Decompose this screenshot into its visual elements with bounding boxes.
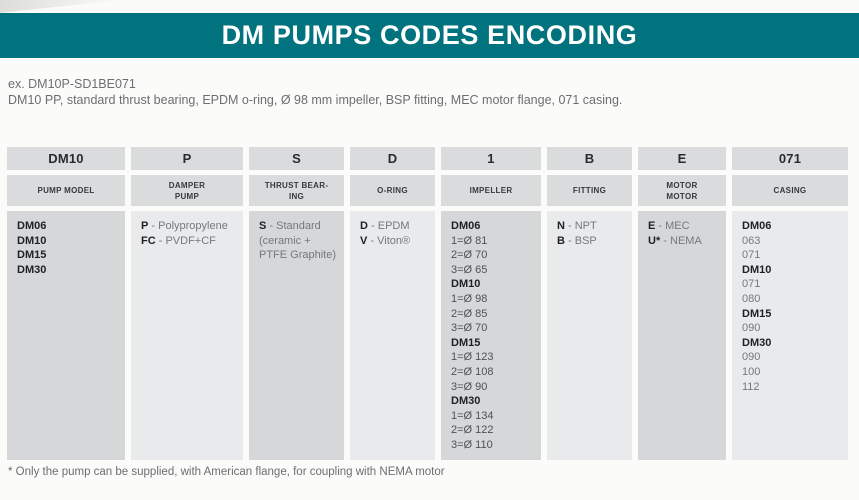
footnote: * Only the pump can be supplied, with Am… [8, 466, 445, 478]
column-name-line: IMPELLER [469, 186, 513, 195]
content-line: DM15 [17, 249, 47, 262]
column-name-line: ING [288, 191, 305, 201]
column-code-3: S [249, 147, 344, 170]
content-line: V - Viton® [360, 234, 411, 247]
content-line: 090 [742, 351, 761, 364]
content-line: B - BSP [557, 234, 597, 247]
content-line: DM30 [17, 263, 47, 276]
content-line: 1=Ø 134 [451, 409, 494, 422]
content-line: DM10 [17, 234, 47, 247]
content-line: PTFE Graphite) [259, 249, 337, 262]
column-content-2: P - Polypropylene FC - PVDF+CF [131, 211, 243, 460]
column-code-5: 1 [441, 147, 541, 170]
content-line: 3=Ø 70 [451, 322, 488, 335]
codes-table: DM10 P S D 1 B E 071 PUMP MODEL DAMPER PUMP THRUST … [7, 147, 848, 460]
content-line: DM06 [451, 220, 481, 232]
content-line: U* - NEMA [648, 234, 702, 247]
column-name-3: THRUST BEAR- ING [249, 175, 344, 206]
content-line: FC - PVDF+CF [141, 234, 216, 247]
column-name-line: MOTOR [666, 191, 698, 201]
column-content-3: S - Standard (ceramic + PTFE Graphite) [249, 211, 344, 460]
column-name-line: MOTOR [666, 180, 698, 190]
content-line: 071 [742, 249, 761, 262]
content-line: DM15 [742, 307, 772, 320]
content-line: 100 [742, 365, 761, 378]
content-line: 3=Ø 65 [451, 263, 488, 276]
column-name-4: O-RING [350, 175, 435, 206]
content-line: S - Standard [259, 220, 321, 232]
content-line: (ceramic + [259, 234, 311, 247]
content-line: 2=Ø 108 [451, 365, 494, 378]
column-name-5: IMPELLER [441, 175, 541, 206]
column-content-5: DM06 1=Ø 81 2=Ø 70 3=Ø 65 DM10 1=Ø 98 2=Ø 85 3=… [441, 211, 541, 460]
content-line: DM30 [742, 336, 772, 349]
content-line: N - NPT [557, 220, 597, 232]
column-name-line: PUMP MODEL [37, 186, 95, 195]
column-name-1: PUMP MODEL [7, 175, 125, 206]
content-line: 112 [742, 380, 760, 393]
column-name-line: DAMPER [168, 180, 206, 190]
column-name-2: DAMPER PUMP [131, 175, 243, 206]
content-line: 2=Ø 85 [451, 307, 488, 320]
column-code-8: 071 [732, 147, 848, 170]
column-content-1: DM06 DM10 DM15 DM30 [7, 211, 125, 460]
column-name-line: PUMP [174, 191, 200, 201]
content-line: D - EPDM [360, 220, 410, 232]
content-line: DM06 [742, 220, 772, 232]
content-line: 3=Ø 90 [451, 380, 488, 393]
column-code-1: DM10 [7, 147, 125, 170]
content-line: 080 [742, 292, 761, 305]
column-content-6: N - NPT B - BSP [547, 211, 632, 460]
content-line: 1=Ø 81 [451, 234, 488, 247]
example-code-line: ex. DM10P-SD1BE071 [8, 77, 136, 91]
column-name-6: FITTING [547, 175, 632, 206]
content-line: DM06 [17, 220, 47, 232]
content-line: DM10 [451, 278, 481, 291]
column-code-4: D [350, 147, 435, 170]
column-name-7: MOTOR MOTOR [638, 175, 726, 206]
content-line: 063 [742, 234, 761, 247]
content-line: P - Polypropylene [141, 220, 228, 232]
column-content-7: E - MEC U* - NEMA [638, 211, 726, 460]
content-line: 071 [742, 278, 761, 291]
page-title: DM PUMPS CODES ENCODING [221, 20, 638, 50]
content-line: 2=Ø 70 [451, 249, 488, 262]
column-code-2: P [131, 147, 243, 170]
column-code-6: B [547, 147, 632, 170]
title-bar: DM PUMPS CODES ENCODING [0, 13, 859, 58]
column-content-8: DM06 063 071 DM10 071 080 DM15 090 DM30 090 100 112 [732, 211, 848, 460]
column-name-8: CASING [732, 175, 848, 206]
content-line: DM30 [451, 395, 481, 408]
example-block: ex. DM10P-SD1BE071 DM10 PP, standard thr… [8, 76, 622, 108]
column-name-line: THRUST BEAR- [264, 180, 329, 190]
content-line: DM15 [451, 336, 481, 349]
column-code-7: E [638, 147, 726, 170]
page-corner-artifact [0, 0, 120, 13]
content-line: 2=Ø 122 [451, 424, 494, 437]
content-line: DM10 [742, 263, 772, 276]
column-content-4: D - EPDM V - Viton® [350, 211, 435, 460]
column-name-line: FITTING [572, 186, 607, 195]
content-line: 090 [742, 322, 761, 335]
column-name-line: CASING [773, 186, 807, 195]
example-description: DM10 PP, standard thrust bearing, EPDM o… [8, 93, 623, 107]
column-name-line: O-RING [377, 186, 408, 195]
content-line: 3=Ø 110 [451, 438, 493, 451]
content-line: 1=Ø 123 [451, 351, 494, 364]
content-line: E - MEC [648, 220, 690, 232]
content-line: 1=Ø 98 [451, 292, 488, 305]
